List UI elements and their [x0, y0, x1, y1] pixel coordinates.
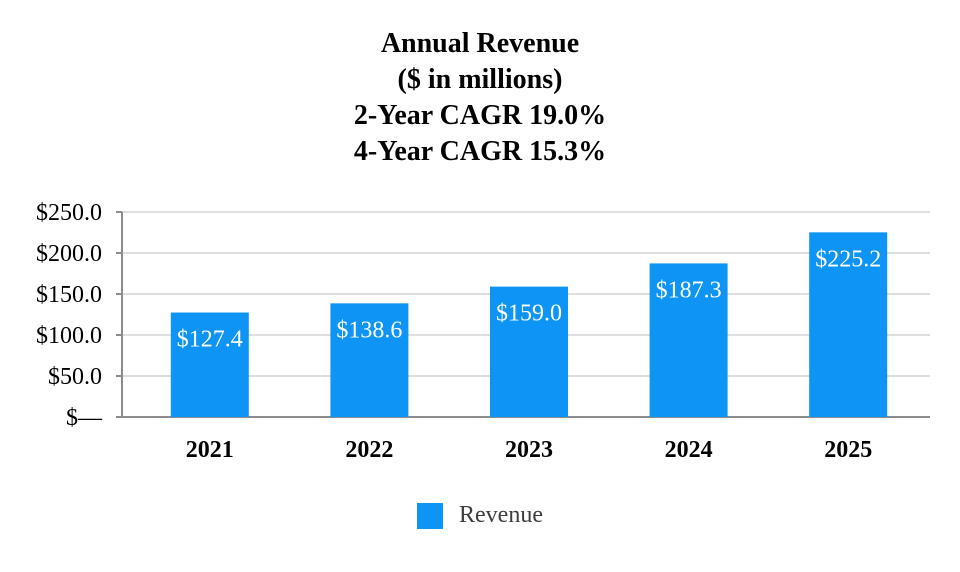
chart-title: Annual Revenue ($ in millions) 2-Year CA…	[0, 26, 960, 170]
bar-2025	[809, 232, 888, 417]
legend-swatch-revenue	[417, 502, 443, 529]
x-tick-label-2024: 2024	[665, 437, 713, 463]
bar-2021	[170, 312, 249, 417]
y-tick-label: $150.0	[36, 282, 102, 308]
data-label-2022: $138.6	[336, 317, 402, 343]
chart-title-line-3: 2-Year CAGR 19.0%	[353, 100, 607, 131]
x-tick-label-2021: 2021	[186, 437, 234, 463]
legend: Revenue	[417, 502, 543, 529]
x-tick-label-2022: 2022	[345, 437, 393, 463]
y-tick-label: $250.0	[36, 200, 102, 226]
legend-label-revenue: Revenue	[459, 502, 543, 528]
bar-2024	[649, 263, 728, 417]
bar-2023	[490, 286, 568, 417]
chart-title-line-4: 4-Year CAGR 15.3%	[353, 136, 607, 167]
y-tick-label: $100.0	[36, 323, 102, 349]
x-tick-label-2025: 2025	[824, 437, 872, 463]
bar-2022	[330, 303, 409, 417]
data-label-2023: $159.0	[496, 301, 562, 327]
chart-title-line-2: ($ in millions)	[397, 64, 563, 95]
y-tick-label: $200.0	[36, 241, 102, 267]
data-label-2025: $225.2	[815, 246, 881, 272]
data-label-2024: $187.3	[656, 277, 722, 303]
x-tick-label-2023: 2023	[505, 437, 553, 463]
chart-title-line-1: Annual Revenue	[380, 28, 580, 59]
y-tick-label: $50.0	[48, 364, 102, 390]
y-tick-label: $—	[66, 405, 103, 431]
data-label-2021: $127.4	[177, 327, 243, 353]
